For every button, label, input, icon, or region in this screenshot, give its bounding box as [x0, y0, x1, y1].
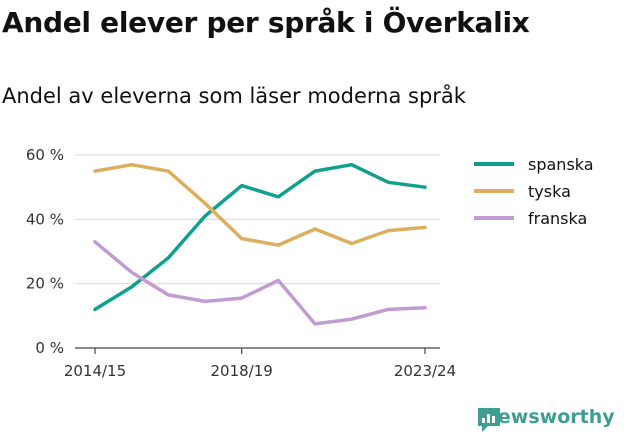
- x-tick-label: 2023/24: [394, 362, 456, 380]
- x-axis-ticks: 2014/15 2018/19 2023/24: [64, 348, 456, 380]
- series-line-spanska: [93, 162, 427, 312]
- y-tick-label: 0 %: [35, 339, 64, 357]
- x-tick-label: 2014/15: [64, 362, 126, 380]
- legend-label-tyska: tyska: [528, 182, 571, 201]
- chart-title: Andel elever per språk i Överkalix: [2, 6, 530, 39]
- series-line-tyska: [93, 162, 427, 247]
- y-tick-label: 20 %: [26, 275, 64, 293]
- brand-logo: Newsworthy: [476, 406, 615, 432]
- legend-label-franska: franska: [528, 209, 587, 228]
- y-tick-label: 60 %: [26, 146, 64, 164]
- newsworthy-logo-icon: [478, 408, 500, 432]
- legend: spanska tyska franska: [474, 155, 594, 228]
- x-tick-label: 2018/19: [211, 362, 273, 380]
- y-axis-ticks: 0 % 20 % 40 % 60 %: [26, 146, 64, 357]
- chart-subtitle: Andel av eleverna som läser moderna språ…: [2, 84, 466, 108]
- legend-label-spanska: spanska: [528, 155, 594, 174]
- gridlines: [75, 154, 440, 349]
- series-lines: [93, 162, 427, 326]
- brand-name: Newsworthy: [482, 406, 615, 428]
- y-tick-label: 40 %: [26, 210, 64, 228]
- series-line-franska: [93, 240, 427, 326]
